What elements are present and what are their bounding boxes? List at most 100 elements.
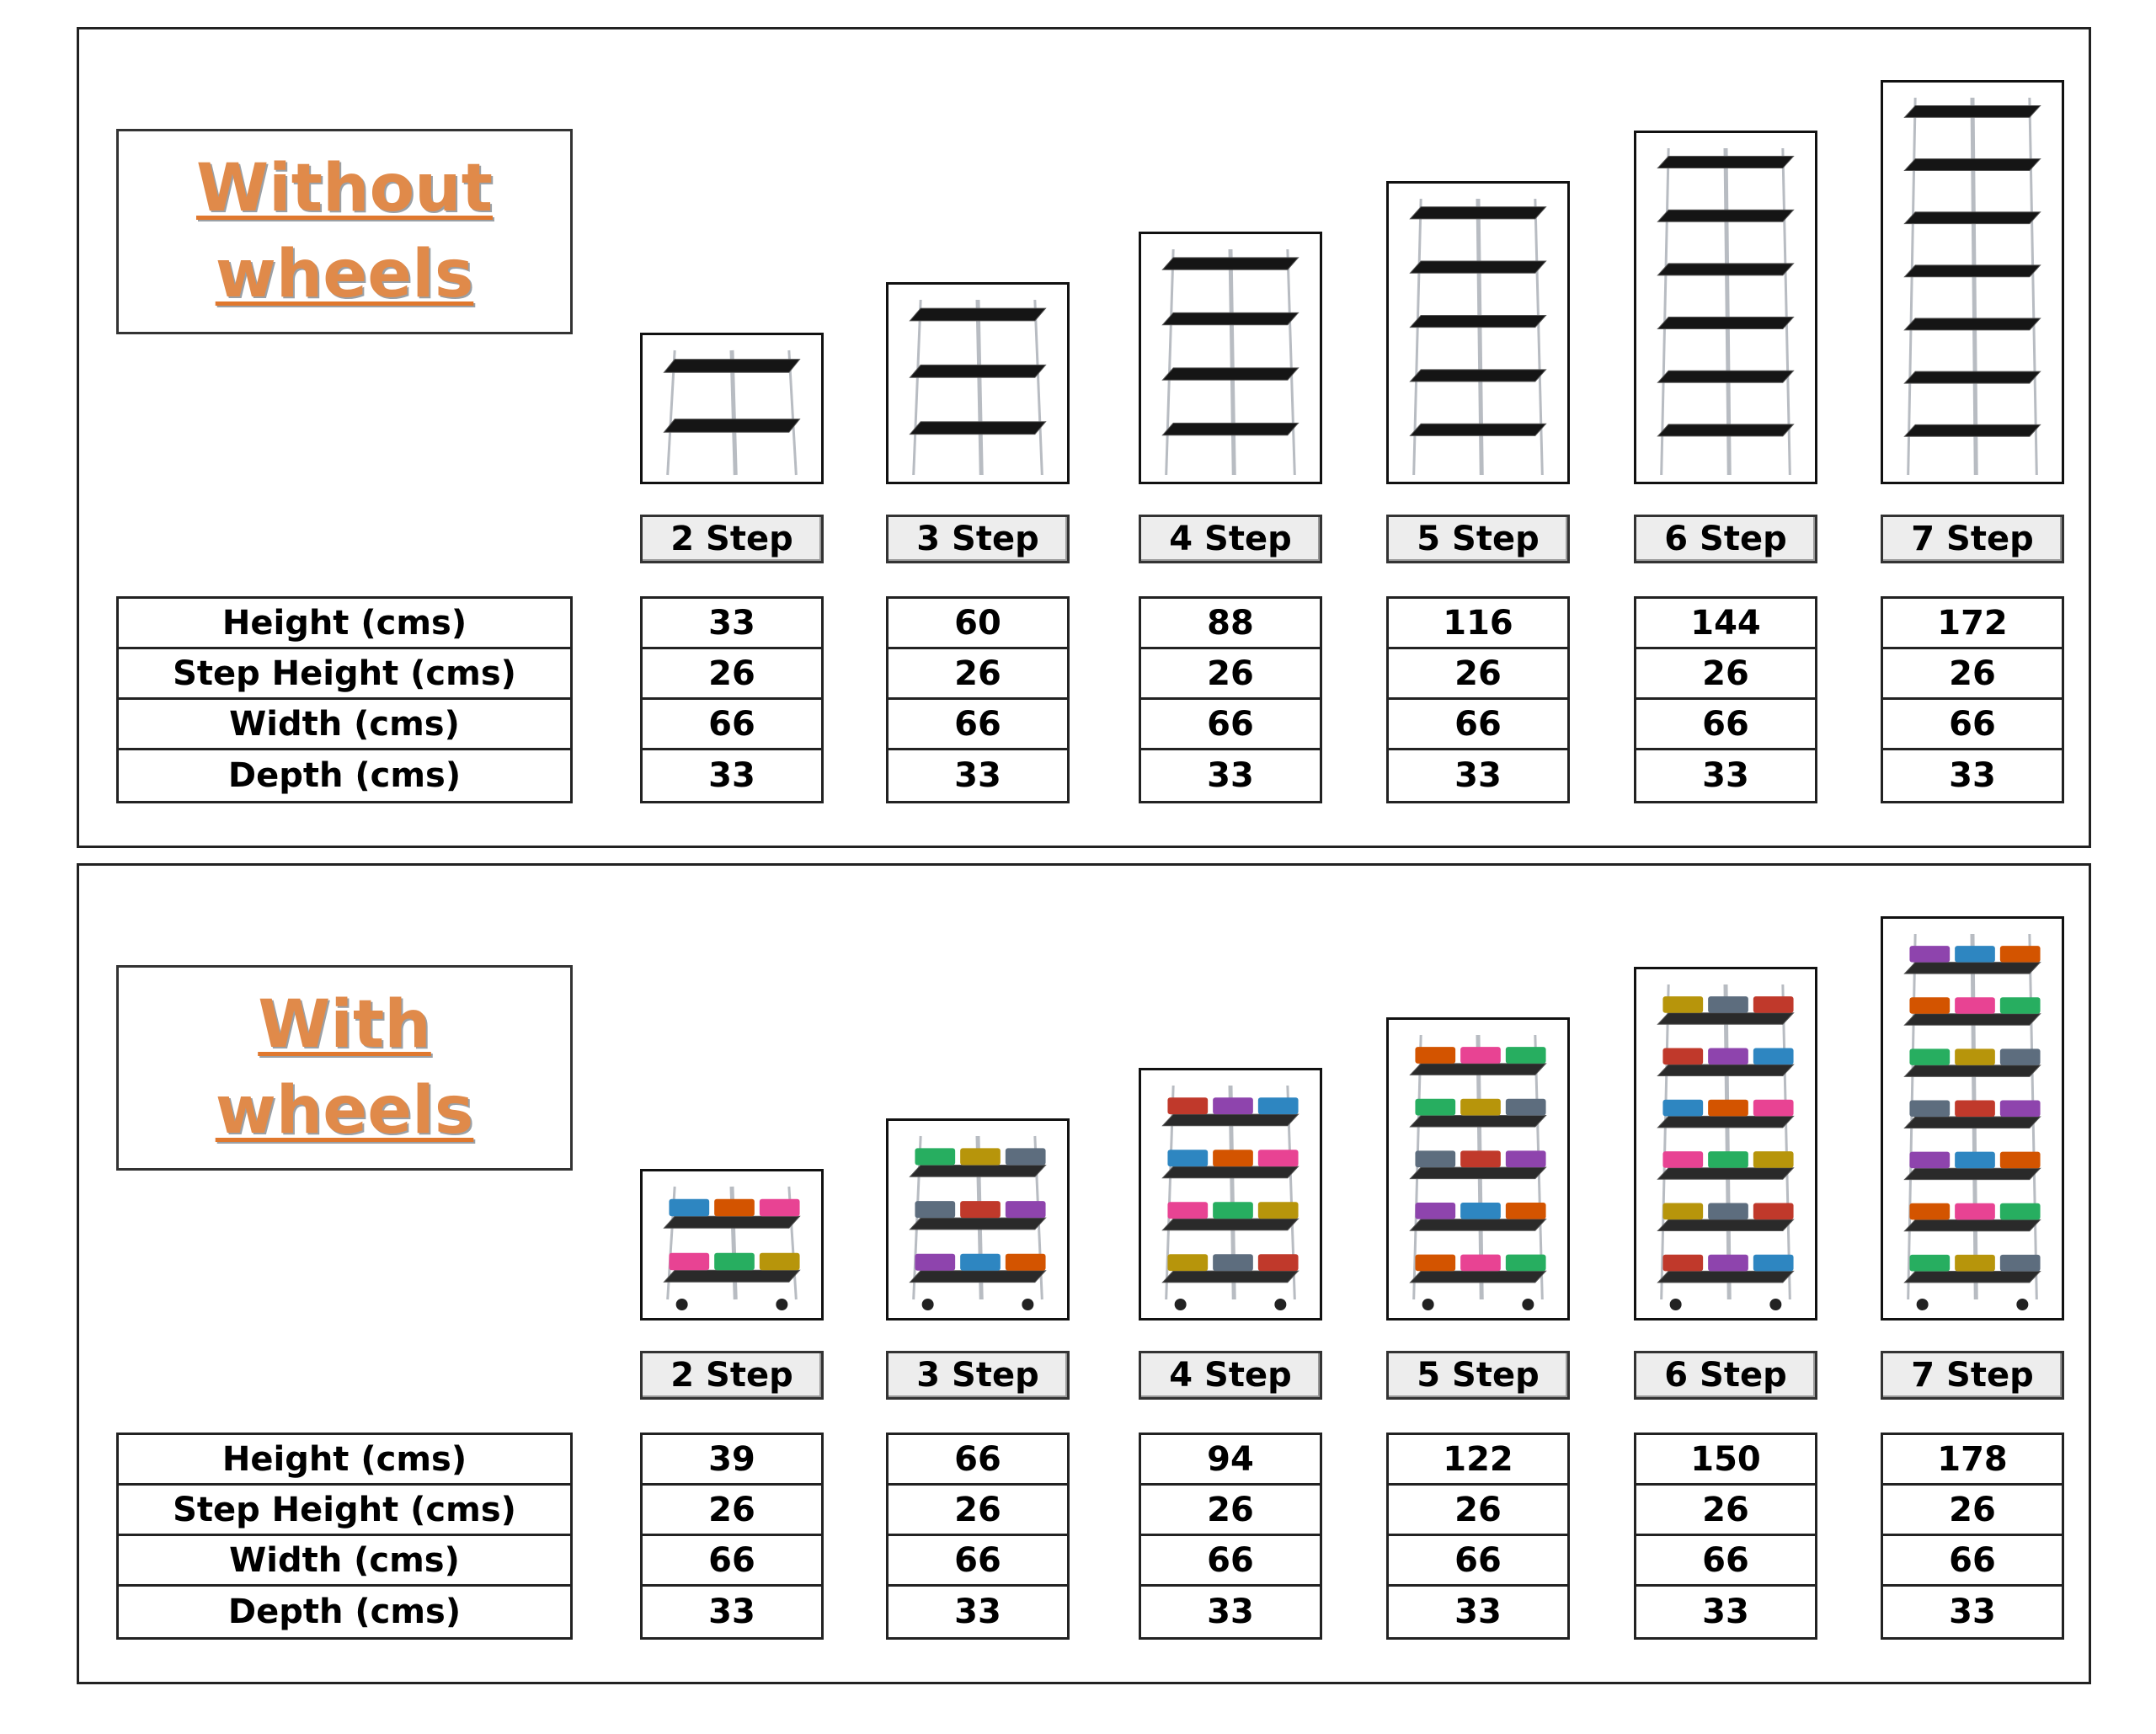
rack-shelf [1409, 206, 1547, 220]
clothes-item [1955, 1254, 1995, 1272]
clothes-item [1753, 1048, 1794, 1065]
clothes-item [1909, 1203, 1951, 1220]
rack-shelf [663, 1215, 801, 1229]
wheel-icon [675, 1299, 688, 1310]
product-image-6-step [1634, 131, 1817, 484]
rack-shelf [1161, 367, 1299, 381]
values-table: 39 26 66 33 [640, 1433, 824, 1640]
row-labels-table: Height (cms) Step Height (cms) Width (cm… [116, 1433, 573, 1640]
rack-shelf [1657, 209, 1795, 222]
with-wheels-panel: With wheels 2 Step 3 Step 4 Step 5 Step … [77, 863, 2091, 1684]
values-table: 66 26 66 33 [886, 1433, 1070, 1640]
row-label-step-height: Step Height (cms) [119, 1486, 570, 1536]
row-label-width: Width (cms) [119, 700, 570, 750]
clothes-item [1708, 1099, 1748, 1117]
rack-shelf [1409, 423, 1547, 436]
rack-shelf [1657, 317, 1795, 330]
clothes-item [1460, 1202, 1501, 1219]
clothes-item [1999, 1100, 2041, 1118]
rack-pole [2028, 97, 2038, 476]
row-label-height: Height (cms) [119, 1435, 570, 1486]
clothes-item [1662, 1151, 1704, 1168]
wheel-icon [1174, 1299, 1187, 1310]
height-value: 150 [1636, 1435, 1815, 1486]
values-table: 116 26 66 33 [1386, 596, 1570, 803]
rack-pole [1781, 984, 1791, 1300]
step-label: 5 Step [1386, 515, 1570, 563]
width-value: 66 [643, 1536, 821, 1587]
clothes-item [915, 1253, 956, 1271]
width-value: 66 [1389, 1536, 1567, 1587]
clothes-item [1909, 946, 1951, 963]
clothes-item [1213, 1150, 1253, 1167]
step-label: 7 Step [1881, 515, 2064, 563]
rack-shelf [1657, 263, 1795, 276]
rack-pole [1723, 147, 1732, 476]
step-height-value: 26 [643, 1486, 821, 1536]
wheel-icon [1422, 1299, 1434, 1310]
height-value: 39 [643, 1435, 821, 1486]
rack-shelf [1657, 1167, 1795, 1180]
clothes-item [714, 1252, 755, 1271]
shelf-rack-illustration [1903, 97, 2041, 476]
rack-shelf [909, 1270, 1047, 1283]
step-label: 3 Step [886, 1351, 1070, 1400]
width-value: 66 [889, 1536, 1067, 1587]
clothes-item [1708, 1048, 1748, 1065]
clothes-item [1662, 996, 1704, 1013]
height-value: 172 [1883, 599, 2062, 649]
clothes-item [1505, 1150, 1546, 1168]
clothes-item [1999, 1048, 2041, 1065]
depth-value: 33 [1454, 756, 1502, 795]
rack-pole [1165, 248, 1175, 476]
step-label: 6 Step [1634, 1351, 1817, 1400]
clothes-item [759, 1198, 800, 1217]
row-label-height: Height (cms) [119, 599, 570, 649]
clothes-item [1708, 1151, 1748, 1168]
rack-shelf [1903, 1064, 2041, 1077]
wheel-icon [2016, 1299, 2029, 1310]
product-image-2-step [640, 1169, 824, 1321]
clothes-item [1505, 1098, 1546, 1116]
clothes-item [669, 1252, 710, 1271]
section-title-line1: With [258, 987, 431, 1063]
rack-shelf [663, 359, 801, 373]
rack-pole [1970, 97, 1978, 476]
wheel-icon [1916, 1299, 1929, 1310]
rack-shelf [1161, 312, 1299, 326]
clothes-item [1213, 1254, 1253, 1272]
step-height-value: 26 [889, 649, 1067, 700]
wheel-icon [921, 1299, 934, 1310]
section-title-line2: wheels [215, 237, 474, 312]
shelf-rack-illustration [1409, 198, 1547, 476]
rack-shelf [1657, 424, 1795, 437]
clothes-item [1662, 1048, 1704, 1065]
rack-shelf [1903, 1270, 2041, 1283]
width-value: 66 [1636, 1536, 1815, 1587]
step-height-value: 26 [1883, 1486, 2062, 1536]
rack-shelf [1161, 1270, 1299, 1283]
clothes-item [1167, 1150, 1209, 1167]
rack-shelf [1657, 1219, 1795, 1232]
depth-value: 33 [708, 756, 755, 795]
step-height-value: 26 [1636, 649, 1815, 700]
row-label-depth: Depth (cms) [227, 756, 462, 795]
clothes-item [1662, 1254, 1704, 1272]
rack-pole [1228, 248, 1236, 476]
rack-shelf [909, 1217, 1047, 1230]
rack-shelf [1161, 422, 1299, 436]
clothes-item [1955, 1151, 1995, 1169]
rack-shelf [1657, 1115, 1795, 1128]
rack-shelf [1903, 317, 2041, 331]
width-value: 66 [1883, 1536, 2062, 1587]
rack-pole [1660, 984, 1670, 1300]
values-table: 94 26 66 33 [1139, 1433, 1322, 1640]
height-value: 144 [1636, 599, 1815, 649]
rack-shelf [663, 1269, 801, 1283]
depth-value: 33 [1207, 756, 1254, 795]
rack-shelf [1161, 1218, 1299, 1231]
rack-shelf [663, 419, 801, 433]
clothes-item [1460, 1150, 1501, 1168]
clothes-item [759, 1252, 800, 1271]
clothes-item [1999, 1151, 2041, 1169]
